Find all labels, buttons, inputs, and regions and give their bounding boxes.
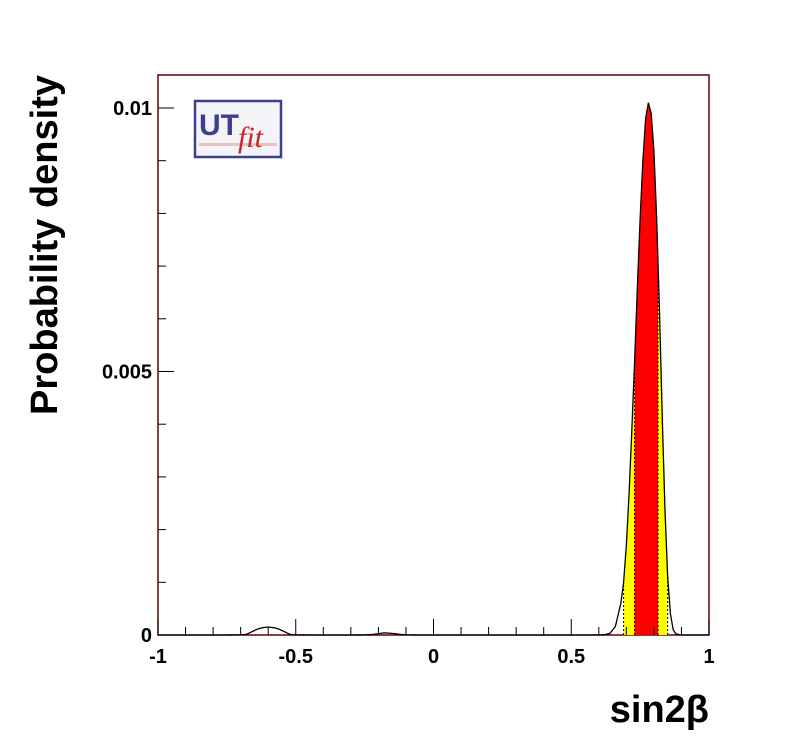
x-tick-label: -0.5 [279, 646, 313, 668]
y-tick-label: 0.005 [102, 362, 152, 384]
plot-area: -1 -0.5 0 0.5 1 0 0.005 0.01 [102, 74, 715, 668]
y-tick-label: 0 [141, 625, 152, 647]
y-tick-label: 0.01 [113, 98, 152, 120]
logo-secondary-text: fit [238, 121, 264, 154]
x-axis-title: sin2β [610, 689, 709, 731]
x-tick-label: 0 [428, 646, 439, 668]
x-tick-label: -1 [149, 646, 167, 668]
chart-axes: -1 -0.5 0 0.5 1 0 0.005 0.01 [102, 98, 715, 668]
logo-box [193, 99, 283, 159]
y-axis-title: Probability density [24, 75, 66, 415]
utfit-logo: UT fit [193, 99, 283, 159]
x-tick-label: 1 [703, 646, 714, 668]
x-tick-label: 0.5 [557, 646, 585, 668]
interval-68-band [634, 103, 659, 635]
logo-underline [199, 143, 277, 146]
plot-frame [157, 74, 710, 636]
logo-primary-text: UT [199, 109, 239, 142]
